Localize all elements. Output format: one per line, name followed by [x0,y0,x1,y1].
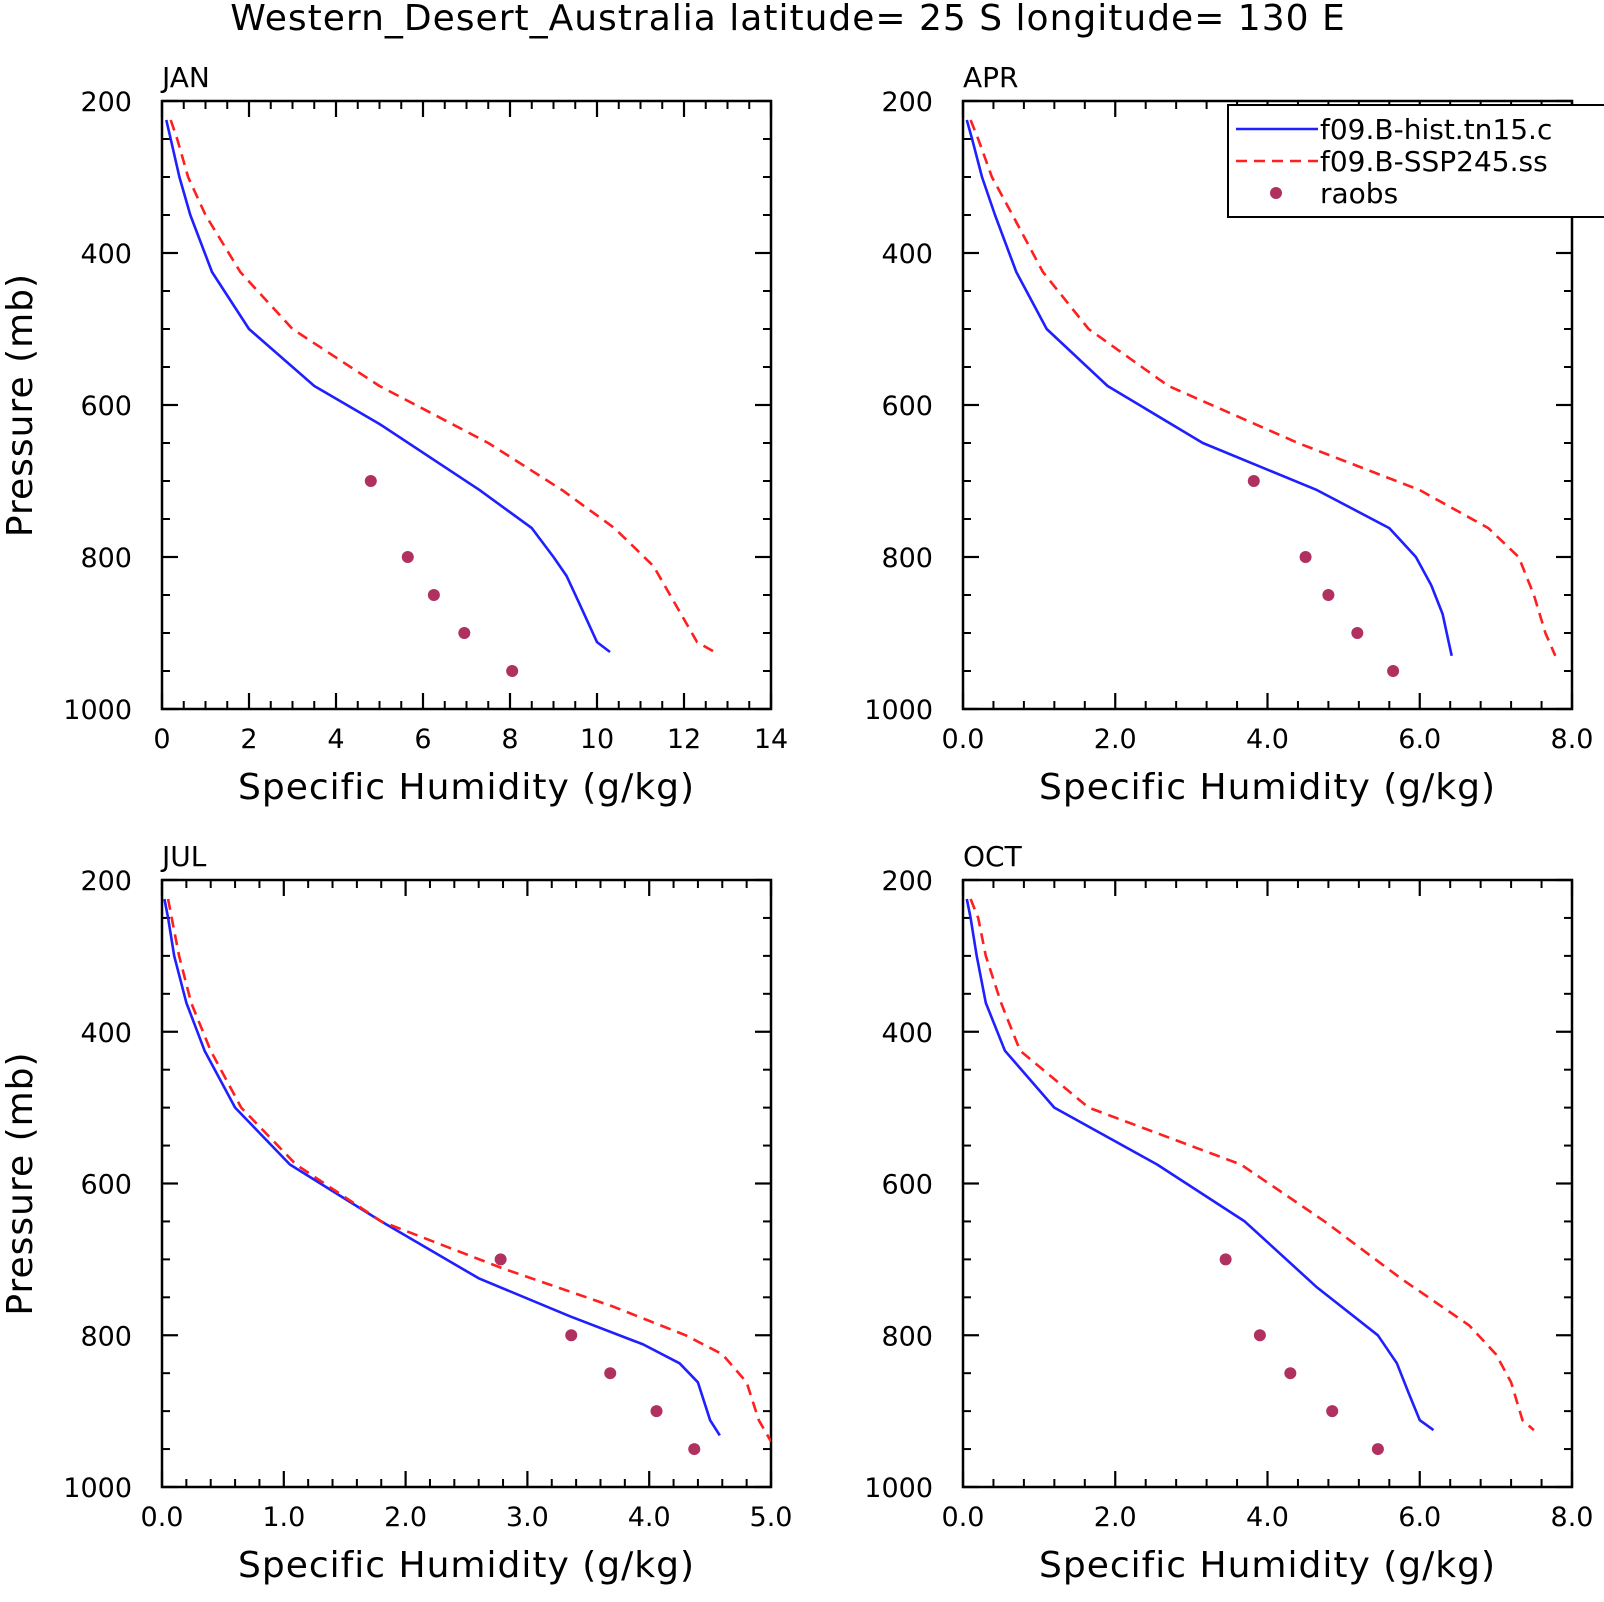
raobs-point [565,1329,578,1342]
plot-frame [160,99,773,711]
x-tick-label: 2.0 [384,1502,427,1533]
panel-title: JUL [160,840,207,873]
raobs-point [1247,475,1260,487]
x-tick-label: 0.0 [942,724,985,755]
raobs-point [1351,627,1364,639]
y-tick-label: 600 [80,1170,132,1201]
raobs-point [506,665,519,677]
x-tick-label: 1.0 [262,1502,305,1533]
hist-line [163,898,721,1437]
x-tick-label: 3.0 [506,1502,549,1533]
x-tick-label: 14 [754,724,788,755]
ssp-line [969,898,1535,1432]
x-tick-label: 8.0 [1551,1502,1594,1533]
raobs-point [1299,551,1312,563]
x-tick-label: 6 [414,724,431,755]
y-tick-label: 800 [80,543,132,574]
x-tick-label: 0.0 [141,1502,184,1533]
y-tick-label: 200 [80,87,132,118]
legend-marker-raobs [1270,187,1282,199]
figure-title: Western_Desert_Australia latitude= 25 S … [230,0,1345,39]
y-tick-label: 400 [881,239,933,270]
y-tick-label: 1000 [864,695,933,726]
raobs-point [650,1405,663,1418]
raobs-point [427,589,440,601]
x-tick-label: 4.0 [628,1502,671,1533]
x-axis-label: Specific Humidity (g/kg) [238,1545,695,1586]
raobs-point [458,627,471,639]
hist-line [165,119,611,654]
x-tick-label: 4.0 [1246,1502,1289,1533]
y-tick-label: 1000 [864,1473,933,1504]
raobs-point [1219,1253,1232,1266]
y-tick-label: 800 [881,1321,933,1352]
y-tick-label: 1000 [63,695,132,726]
x-tick-label: 2 [240,724,257,755]
raobs-point [1284,1367,1297,1380]
raobs-point [604,1367,617,1380]
x-axis-label: Specific Humidity (g/kg) [1039,1545,1496,1586]
legend-label: raobs [1320,177,1398,210]
y-tick-label: 800 [80,1321,132,1352]
x-tick-label: 6.0 [1398,724,1441,755]
x-axis-label: Specific Humidity (g/kg) [1039,767,1496,808]
y-tick-label: 200 [881,866,933,897]
y-tick-label: 600 [881,1170,933,1201]
chart-panels: JAN 0 2 4 6 8 10 12 14 200 400 600 800 1000 Specific H… [0,61,1593,1586]
panel-apr: APR 0.0 2.0 4.0 6.0 8.0 200 400 600 800 1000 Specif… [864,61,1593,808]
x-axis-label: Specific Humidity (g/kg) [238,767,695,808]
x-tick-label: 5.0 [750,1502,793,1533]
ssp-line [969,119,1557,657]
y-tick-label: 200 [80,866,132,897]
x-tick-label: 0.0 [942,1502,985,1533]
panel-title: JAN [160,61,210,94]
y-tick-label: 400 [881,1018,933,1049]
x-tick-label: 8 [501,724,518,755]
raobs-point [688,1443,701,1456]
plot-frame [160,878,773,1489]
raobs-point [1371,1443,1384,1456]
plot-frame [961,878,1574,1489]
y-tick-label: 400 [80,1018,132,1049]
y-tick-label: 1000 [63,1473,132,1504]
y-tick-label: 800 [881,543,933,574]
panel-jul: JUL 0.0 1.0 2.0 3.0 4.0 5.0 200 400 600 800 1000 Spe… [0,840,792,1586]
panel-title: OCT [963,840,1023,873]
hist-line [965,119,1453,657]
y-tick-label: 400 [80,239,132,270]
hist-line [965,898,1435,1432]
x-tick-label: 2.0 [1094,1502,1137,1533]
panel-title: APR [963,61,1019,94]
ssp-line [169,119,716,654]
x-tick-label: 12 [667,724,701,755]
raobs-point [1322,589,1335,601]
raobs-point [364,475,377,487]
ssp-line [166,898,771,1443]
x-tick-label: 0 [153,724,170,755]
x-tick-label: 10 [580,724,614,755]
raobs-point [494,1253,507,1266]
x-tick-label: 4.0 [1246,724,1289,755]
legend-label: f09.B-hist.tn15.c [1320,113,1552,146]
raobs-point [1387,665,1400,677]
y-axis-label: Pressure (mb) [0,273,41,537]
x-tick-label: 4 [327,724,344,755]
raobs-point [1326,1405,1339,1418]
y-axis-label: Pressure (mb) [0,1051,41,1315]
raobs-point [401,551,414,563]
x-tick-label: 2.0 [1094,724,1137,755]
y-tick-label: 200 [881,87,933,118]
x-tick-label: 6.0 [1398,1502,1441,1533]
panel-oct: OCT 0.0 2.0 4.0 6.0 8.0 200 400 600 800 1000 Specif… [864,840,1593,1586]
panel-jan: JAN 0 2 4 6 8 10 12 14 200 400 600 800 1000 Specific H… [0,61,788,808]
legend-label: f09.B-SSP245.ss [1320,145,1548,178]
raobs-point [1253,1329,1266,1342]
y-tick-label: 600 [80,391,132,422]
x-tick-label: 8.0 [1551,724,1594,755]
y-tick-label: 600 [881,391,933,422]
